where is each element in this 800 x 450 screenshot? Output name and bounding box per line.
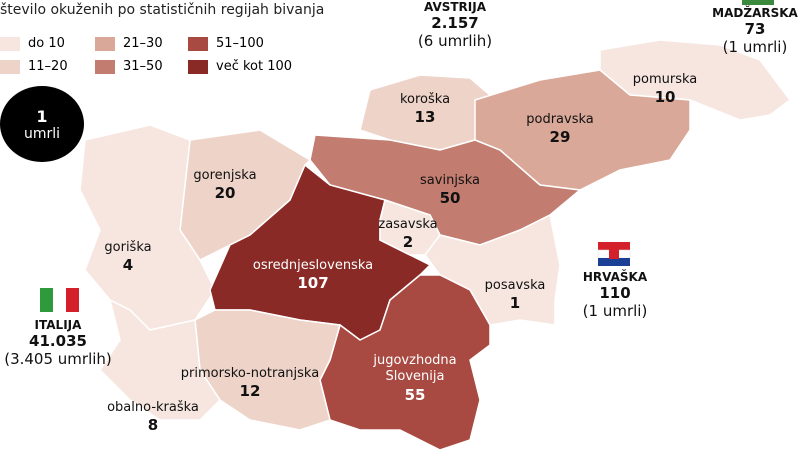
region-label: osrednjeslovenska 107: [253, 258, 373, 293]
legend-swatch: [188, 36, 208, 51]
region: [99, 298, 221, 421]
region-cases: 1: [509, 294, 521, 313]
region-name: zasavska: [378, 217, 438, 232]
country-label: HRVAŠKA 110 (1 umrli): [583, 270, 648, 320]
region-cases: 12: [239, 382, 261, 401]
legend-label: 51–100: [216, 36, 264, 51]
region-cases: 8: [147, 416, 159, 435]
legend-swatch: [188, 59, 208, 74]
region-cases: 107: [297, 274, 329, 293]
region-label: podravska 29: [526, 112, 594, 147]
legend-label: 31–50: [123, 59, 163, 74]
region-label: jugovzhodna Slovenija 55: [365, 353, 465, 404]
flag-hungary: [742, 0, 774, 5]
death-label: umrli: [23, 125, 61, 142]
country-name: MADŽARSKA: [712, 6, 798, 20]
legend-item: 11–20: [0, 59, 68, 74]
region-name: koroška: [399, 92, 451, 107]
region-name: obalno-kraška: [107, 400, 199, 415]
region-cases: 55: [404, 385, 426, 404]
legend-item: več kot 100: [188, 59, 292, 74]
legend-swatch: [95, 59, 115, 74]
country-cases: 73: [744, 20, 766, 39]
region-cases: 4: [122, 256, 134, 275]
region-name: goriška: [104, 240, 152, 255]
legend-label: do 10: [28, 36, 65, 51]
flag-italy: [40, 288, 79, 312]
region-cases: 29: [549, 128, 571, 147]
region-cases: 2: [402, 233, 414, 252]
death-count: 1: [36, 106, 48, 126]
legend-item: 31–50: [95, 59, 163, 74]
region-cases: 13: [414, 108, 436, 127]
legend-swatch: [95, 36, 115, 51]
country-label: AVSTRIJA 2.157 (6 umrlih): [418, 0, 492, 50]
country-cases: 41.035: [29, 332, 87, 351]
country-name: ITALIJA: [34, 318, 82, 332]
country-deaths: (1 umrli): [582, 302, 648, 321]
legend-swatch: [0, 59, 20, 74]
region-label: koroška 13: [400, 92, 450, 127]
legend-item: do 10: [0, 36, 65, 51]
country-cases: 110: [599, 284, 631, 303]
flag-croatia: [597, 242, 631, 266]
region-name: savinjska: [420, 173, 480, 188]
country-deaths: (6 umrlih): [417, 32, 493, 51]
region-label: obalno-kraška 8: [107, 400, 199, 435]
country-label: ITALIJA 41.035 (3.405 umrlih): [4, 318, 112, 368]
legend-label: več kot 100: [216, 59, 293, 74]
region-name: jugovzhodna Slovenija: [373, 353, 457, 385]
death-marker: 1 umrli: [0, 86, 84, 162]
title: število okuženih po statističnih regijah…: [0, 2, 325, 18]
legend-item: 21–30: [95, 36, 163, 51]
region: [379, 199, 441, 256]
region-name: gorenjska: [193, 168, 257, 183]
region-cases: 50: [439, 189, 461, 208]
region-name: podravska: [526, 112, 594, 127]
region-cases: 10: [654, 88, 676, 107]
region-label: posavska 1: [485, 278, 546, 313]
country-deaths: (3.405 umrlih): [4, 350, 112, 369]
country-deaths: (1 umrli): [722, 38, 788, 57]
legend-label: 21–30: [123, 36, 163, 51]
legend-label: 11–20: [28, 59, 68, 74]
region-label: primorsko-notranjska 12: [181, 366, 319, 401]
legend-item: 51–100: [188, 36, 264, 51]
region-name: primorsko-notranjska: [180, 366, 320, 381]
country-label: MADŽARSKA 73 (1 umrli): [712, 6, 798, 56]
region-name: osrednjeslovenska: [252, 258, 374, 273]
region-name: posavska: [484, 278, 546, 293]
region-label: zasavska 2: [378, 217, 437, 252]
region-name: pomurska: [632, 72, 698, 87]
country-cases: 2.157: [431, 14, 479, 33]
region-label: gorenjska 20: [193, 168, 256, 203]
legend-swatch: [0, 36, 20, 51]
region-label: savinjska 50: [420, 173, 480, 208]
region-label: pomurska 10: [633, 72, 698, 107]
country-name: HRVAŠKA: [582, 270, 648, 284]
region-label: goriška 4: [104, 240, 151, 275]
region-cases: 20: [214, 184, 236, 203]
country-name: AVSTRIJA: [423, 0, 487, 14]
